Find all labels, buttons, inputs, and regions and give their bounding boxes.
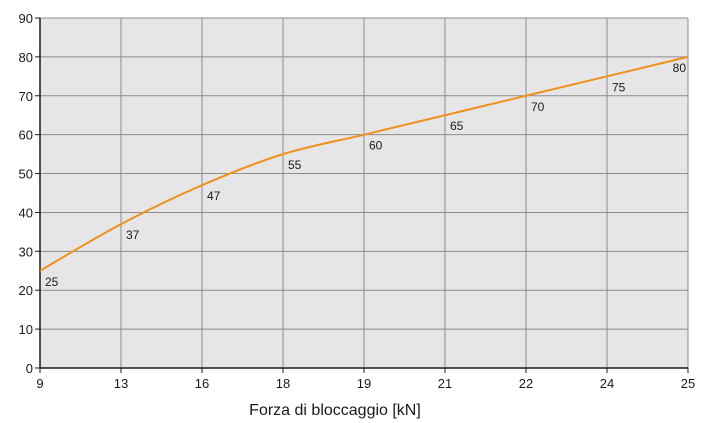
data-labels: 25 37 47 55 60 65 70 75 80 (45, 61, 686, 289)
y-tick-label: 30 (19, 244, 33, 259)
data-label: 37 (126, 228, 140, 242)
data-label: 55 (288, 158, 302, 172)
x-axis-label: Forza di bloccaggio [kN] (249, 402, 421, 419)
x-tick-label: 22 (519, 376, 533, 391)
data-label: 80 (673, 61, 687, 75)
x-tick-label: 16 (195, 376, 209, 391)
x-tick-label: 18 (276, 376, 290, 391)
series-line (39, 55, 689, 272)
x-tick-label: 24 (600, 376, 614, 391)
data-label: 65 (450, 119, 464, 133)
y-tick-label: 20 (19, 283, 33, 298)
x-tick-label: 9 (36, 376, 43, 391)
y-tick-label: 70 (19, 89, 33, 104)
x-tick-label: 19 (357, 376, 371, 391)
data-label: 25 (45, 275, 59, 289)
y-tick-label: 50 (19, 167, 33, 182)
grid-lines (40, 17, 689, 368)
data-label: 60 (369, 139, 383, 153)
y-tick-label: 0 (26, 361, 33, 376)
y-tick-label: 90 (19, 11, 33, 26)
y-tick-label: 60 (19, 128, 33, 143)
x-tick-label: 25 (681, 376, 695, 391)
y-tick-labels: 0 10 20 30 40 50 60 70 80 90 (19, 11, 33, 376)
axes (35, 17, 689, 373)
x-tick-labels: 9 13 16 18 19 21 22 24 25 (36, 376, 695, 391)
x-tick-label: 13 (114, 376, 128, 391)
y-tick-label: 80 (19, 50, 33, 65)
data-label: 47 (207, 189, 221, 203)
y-tick-label: 10 (19, 322, 33, 337)
y-tick-label: 40 (19, 205, 33, 220)
data-label: 70 (531, 100, 545, 114)
x-tick-label: 21 (438, 376, 452, 391)
data-label: 75 (612, 80, 626, 94)
